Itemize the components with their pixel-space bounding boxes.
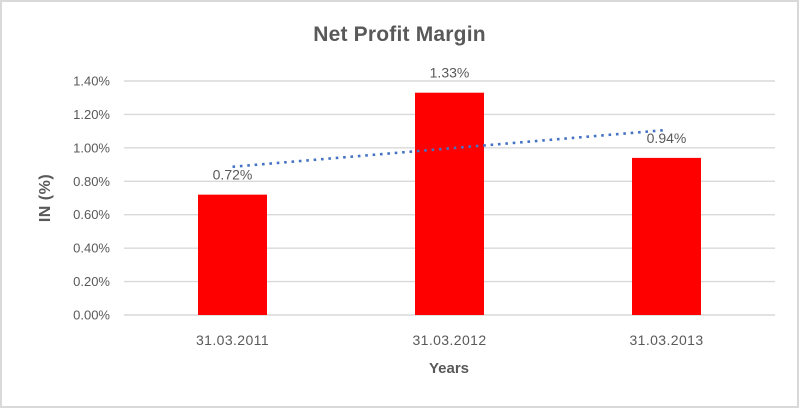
y-tick-label: 0.00% [73,308,110,323]
x-tick-label: 31.03.2012 [412,332,486,348]
y-axis-title: IN (%) [37,173,54,223]
y-tick-label: 0.60% [73,207,110,222]
data-label: 1.33% [430,65,470,81]
y-tick-label: 0.20% [73,274,110,289]
bar[interactable] [198,194,267,315]
y-tick-label: 1.00% [73,140,110,155]
x-tick-label: 31.03.2013 [629,332,703,348]
data-label: 0.72% [213,167,253,183]
bar[interactable] [632,157,701,315]
y-tick-label: 1.20% [73,107,110,122]
x-tick-label: 31.03.2011 [196,332,269,348]
y-tick-label: 0.80% [73,174,110,189]
y-tick-label: 0.40% [73,241,110,256]
data-label: 0.94% [647,130,687,146]
chart-title: Net Profit Margin [313,23,486,46]
trendline[interactable] [232,128,667,169]
bar[interactable] [415,92,484,315]
y-tick-label: 1.40% [73,74,110,89]
x-axis-title: Years [428,360,470,377]
